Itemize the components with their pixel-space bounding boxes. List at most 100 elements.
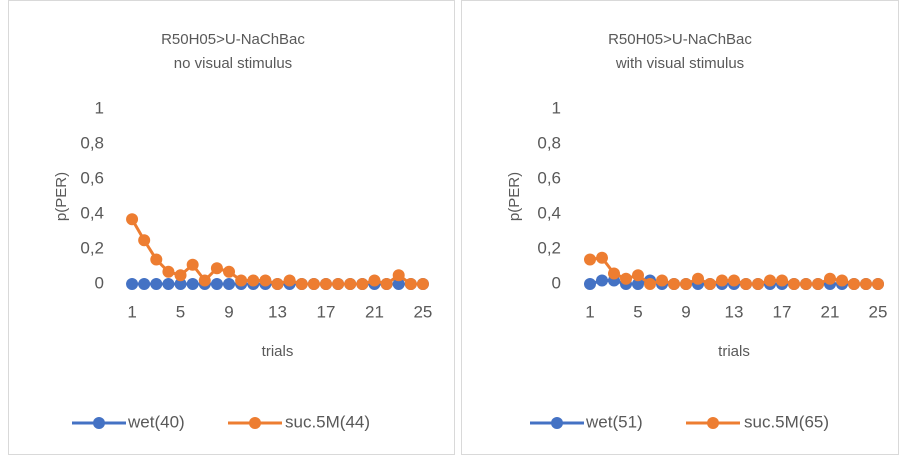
data-point — [150, 253, 163, 266]
data-point — [860, 278, 872, 290]
data-point — [368, 274, 381, 287]
legend-label: wet(51) — [585, 412, 643, 431]
x-tick-label: 1 — [585, 302, 594, 321]
legend-marker — [551, 417, 563, 429]
data-point — [752, 278, 764, 290]
data-point — [162, 278, 175, 290]
data-point — [392, 278, 405, 290]
data-point — [764, 274, 776, 287]
legend-label: wet(40) — [127, 412, 185, 431]
data-point — [632, 278, 644, 290]
chart-subtitle: with visual stimulus — [615, 55, 744, 72]
data-point — [210, 278, 223, 290]
data-point — [380, 278, 393, 290]
data-point — [692, 272, 704, 285]
data-point — [186, 258, 199, 271]
data-point — [584, 253, 596, 266]
x-tick-label: 1 — [127, 302, 136, 321]
data-point — [235, 274, 248, 287]
data-point — [259, 274, 272, 287]
chart-subtitle: no visual stimulus — [174, 55, 292, 72]
panel-frame — [8, 0, 455, 455]
data-point — [126, 278, 139, 290]
data-point — [632, 269, 644, 282]
data-point — [150, 278, 163, 290]
data-point — [728, 274, 740, 287]
y-tick-label: 0,8 — [537, 133, 561, 152]
data-point — [271, 278, 284, 290]
data-point — [788, 278, 800, 290]
data-point — [836, 274, 848, 287]
data-point — [704, 278, 716, 290]
y-tick-label: 0,2 — [537, 238, 561, 257]
x-tick-label: 21 — [821, 302, 840, 321]
x-tick-label: 9 — [224, 302, 233, 321]
y-axis-label: p(PER) — [506, 172, 523, 221]
legend-label: suc.5M(44) — [285, 412, 370, 431]
data-point — [344, 278, 357, 290]
chart-title: R50H05>U-NaChBac — [161, 31, 305, 48]
x-axis-label: trials — [262, 343, 294, 360]
data-point — [848, 278, 860, 290]
data-point — [332, 278, 345, 290]
y-tick-label: 0 — [95, 273, 104, 292]
data-point — [740, 278, 752, 290]
data-point — [584, 278, 596, 290]
data-point — [126, 213, 139, 226]
x-tick-label: 13 — [268, 302, 287, 321]
y-tick-label: 0,2 — [80, 238, 104, 257]
data-point — [416, 278, 429, 290]
data-point — [198, 274, 211, 287]
data-point — [210, 262, 223, 275]
data-point — [800, 278, 812, 290]
data-point — [716, 274, 728, 287]
data-point — [307, 278, 320, 290]
chart-title: R50H05>U-NaChBac — [608, 31, 752, 48]
y-tick-label: 0,6 — [80, 168, 104, 187]
data-point — [620, 272, 632, 285]
data-point — [680, 278, 692, 290]
data-point — [812, 278, 824, 290]
data-point — [356, 278, 369, 290]
y-tick-label: 1 — [95, 98, 104, 117]
y-tick-label: 1 — [552, 98, 561, 117]
data-point — [162, 265, 175, 278]
x-tick-label: 21 — [365, 302, 384, 321]
x-tick-label: 13 — [725, 302, 744, 321]
data-point — [668, 278, 680, 290]
data-point — [247, 274, 260, 287]
y-tick-label: 0 — [552, 273, 561, 292]
x-tick-label: 5 — [176, 302, 185, 321]
data-point — [656, 274, 668, 287]
y-tick-label: 0,6 — [537, 168, 561, 187]
data-point — [596, 251, 608, 264]
x-tick-label: 5 — [633, 302, 642, 321]
x-tick-label: 17 — [317, 302, 336, 321]
legend-marker — [249, 417, 261, 429]
x-tick-label: 25 — [413, 302, 432, 321]
panel-frame — [461, 0, 899, 455]
legend-label: suc.5M(65) — [744, 412, 829, 431]
y-tick-label: 0,4 — [537, 203, 561, 222]
data-point — [223, 265, 236, 278]
legend-marker — [93, 417, 105, 429]
data-point — [223, 278, 236, 290]
data-point — [824, 272, 836, 285]
data-point — [174, 278, 187, 290]
data-point — [776, 274, 788, 287]
data-point — [283, 274, 296, 287]
x-tick-label: 17 — [773, 302, 792, 321]
data-point — [319, 278, 332, 290]
data-point — [608, 267, 620, 280]
x-tick-label: 25 — [869, 302, 888, 321]
data-point — [295, 278, 308, 290]
x-tick-label: 9 — [681, 302, 690, 321]
data-point — [138, 234, 151, 247]
data-point — [138, 278, 151, 290]
data-point — [872, 278, 884, 290]
legend-marker — [707, 417, 719, 429]
data-point — [174, 269, 187, 282]
data-point — [596, 274, 608, 287]
data-point — [392, 269, 405, 282]
